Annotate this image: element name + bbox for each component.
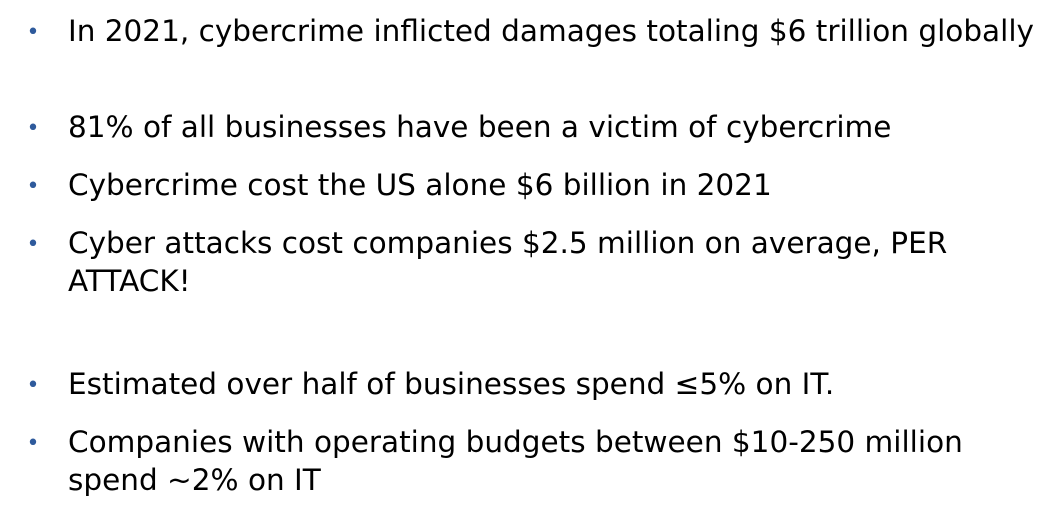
bullet-text: Cyber attacks cost companies $2.5 millio… xyxy=(68,226,948,298)
bullet-text: 81% of all businesses have been a victim… xyxy=(68,110,892,144)
bullet-text: Companies with operating budgets between… xyxy=(68,425,963,497)
bullet-dot: • xyxy=(26,20,40,45)
bullet-text: Estimated over half of businesses spend … xyxy=(68,367,835,401)
bullet-dot: • xyxy=(26,373,40,398)
bullet-text: In 2021, cybercrime inflicted damages to… xyxy=(68,14,1034,48)
bullet-dot: • xyxy=(26,431,40,456)
bullet-text: Cybercrime cost the US alone $6 billion … xyxy=(68,168,772,202)
bullet-dot: • xyxy=(26,116,40,141)
bullet-dot: • xyxy=(26,174,40,199)
bullet-dot: • xyxy=(26,232,40,257)
